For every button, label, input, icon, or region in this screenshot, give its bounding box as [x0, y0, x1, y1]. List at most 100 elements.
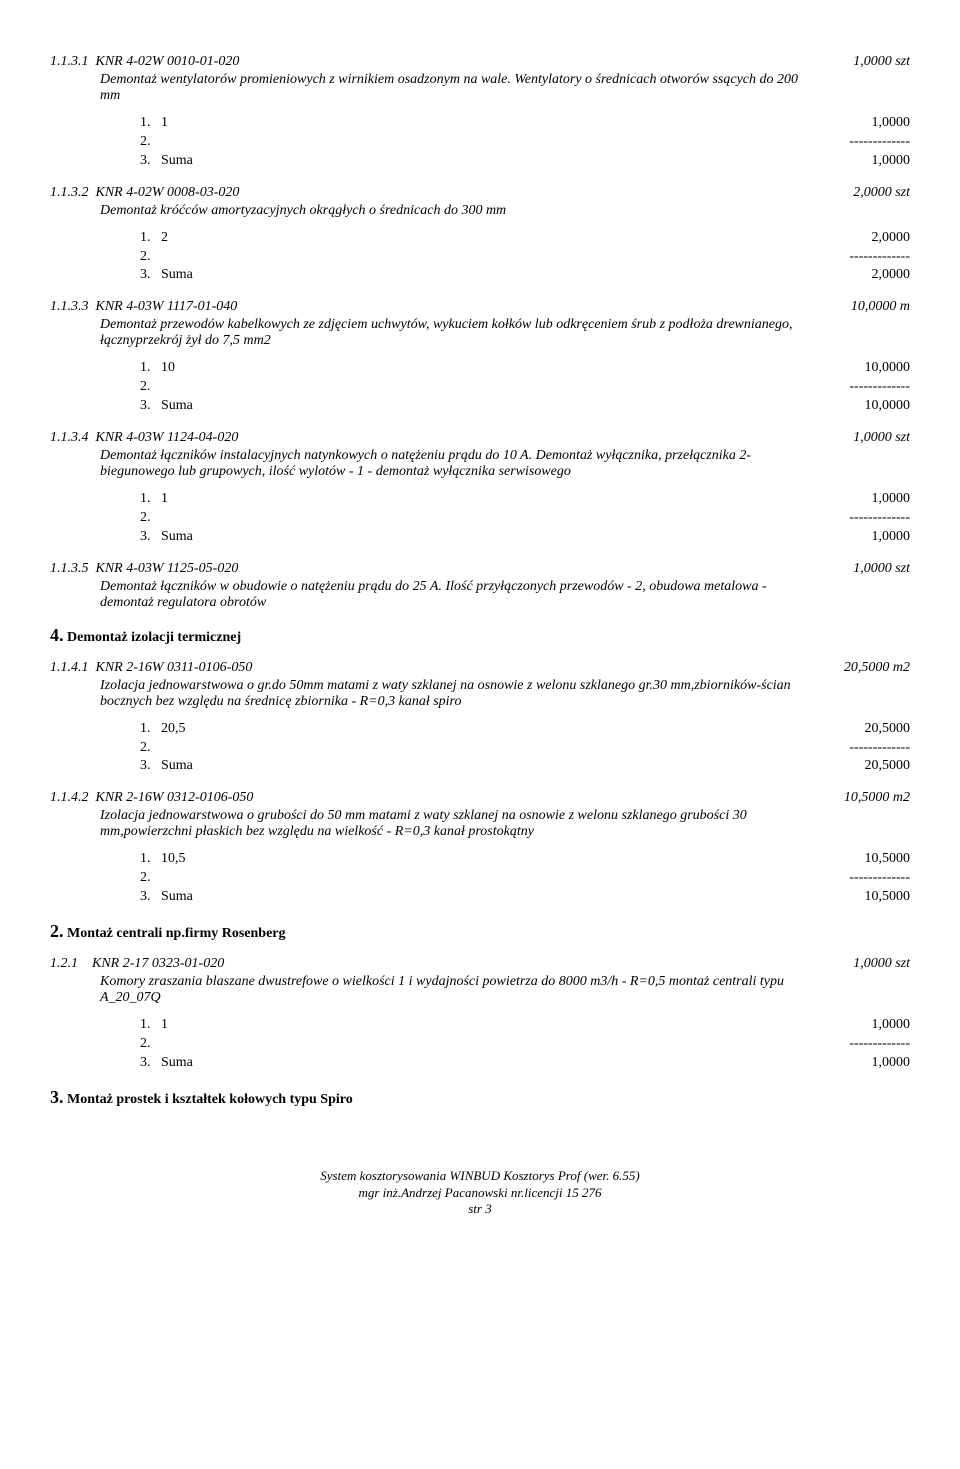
- item-code: 1.1.3.1 KNR 4-02W 0010-01-020: [50, 54, 239, 70]
- sub-list: 1. 10,510,5000 2.------------- 3. Suma10…: [140, 850, 910, 907]
- item-header: 1.1.3.1 KNR 4-02W 0010-01-020 1,0000 szt: [50, 54, 910, 70]
- item-qty: 2,0000 szt: [833, 185, 910, 201]
- sub-right: 1,0000: [872, 1016, 911, 1035]
- sub-row: 3. Suma10,0000: [140, 397, 910, 416]
- sub-list: 1. 2 2,0000 2. ------------- 3. Suma 2,0000: [140, 229, 910, 286]
- sub-list: 1. 11,0000 2. ------------- 3. Suma 1,0000: [140, 114, 910, 171]
- item-qty: 10,0000 m: [831, 299, 910, 315]
- sub-left: 2.: [140, 509, 151, 528]
- section-title: Montaż prostek i kształtek kołowych typu…: [64, 1092, 353, 1107]
- sub-right: -------------: [849, 739, 910, 758]
- item-header: 1.1.4.1 KNR 2-16W 0311-0106-050 20,5000 …: [50, 660, 910, 676]
- item-header: 1.1.3.2 KNR 4-02W 0008-03-020 2,0000 szt: [50, 185, 910, 201]
- sub-right: 2,0000: [872, 266, 911, 285]
- sub-right: -------------: [849, 248, 910, 267]
- item-code: 1.1.3.5 KNR 4-03W 1125-05-020: [50, 561, 238, 577]
- sub-row: 3. Suma 1,0000: [140, 1054, 910, 1073]
- sub-left: 2.: [140, 739, 151, 758]
- sub-right: 10,0000: [865, 359, 911, 378]
- sub-list: 1. 1 1,0000 2. ------------- 3. Suma 1,0000: [140, 490, 910, 547]
- item-desc: Demontaż wentylatorów promieniowych z wi…: [100, 72, 800, 104]
- sub-left: 2.: [140, 378, 151, 397]
- sub-row: 3. Suma10,5000: [140, 888, 910, 907]
- item-code: 1.1.3.2 KNR 4-02W 0008-03-020: [50, 185, 239, 201]
- sub-left: 3. Suma: [140, 266, 193, 285]
- item-block: 1.1.4.2 KNR 2-16W 0312-0106-050 10,5000 …: [50, 790, 910, 907]
- sub-left: 1. 1: [140, 1016, 168, 1035]
- item-desc: Demontaż króćców amortyzacyjnych okrągły…: [100, 203, 800, 219]
- item-code: 1.1.3.3 KNR 4-03W 1117-01-040: [50, 299, 237, 315]
- sub-row: 2. -------------: [140, 378, 910, 397]
- item-header: 1.1.3.3 KNR 4-03W 1117-01-040 10,0000 m: [50, 299, 910, 315]
- sub-left: 1. 10: [140, 359, 175, 378]
- sub-row: 1. 20,5 20,5000: [140, 720, 910, 739]
- sub-right: -------------: [849, 1035, 910, 1054]
- sub-right: 10,0000: [865, 397, 911, 416]
- item-block: 1.1.3.4 KNR 4-03W 1124-04-020 1,0000 szt…: [50, 430, 910, 547]
- sub-row: 1. 10 10,0000: [140, 359, 910, 378]
- sub-left: 1. 10,5: [140, 850, 186, 869]
- sub-left: 2.: [140, 1035, 151, 1054]
- sub-right: 20,5000: [865, 720, 911, 739]
- sub-left: 2.: [140, 248, 151, 267]
- sub-row: 1. 1 1,0000: [140, 490, 910, 509]
- item-qty: 1,0000 szt: [833, 54, 910, 70]
- item-block: 1.1.4.1 KNR 2-16W 0311-0106-050 20,5000 …: [50, 660, 910, 777]
- sub-row: 2. -------------: [140, 509, 910, 528]
- sub-left: 3. Suma: [140, 1054, 193, 1073]
- sub-right: 1,0000: [872, 528, 911, 547]
- item-header: 1.1.3.4 KNR 4-03W 1124-04-020 1,0000 szt: [50, 430, 910, 446]
- item-qty: 1,0000 szt: [833, 430, 910, 446]
- sub-row: 2. -------------: [140, 248, 910, 267]
- item-header: 1.1.3.5 KNR 4-03W 1125-05-020 1,0000 szt: [50, 561, 910, 577]
- item-code: 1.1.4.1 KNR 2-16W 0311-0106-050: [50, 660, 252, 676]
- sub-right: 20,5000: [865, 757, 911, 776]
- item-desc: Komory zraszania blaszane dwustrefowe o …: [100, 974, 800, 1006]
- sub-right: -------------: [849, 509, 910, 528]
- section-header-3: 3. Montaż prostek i kształtek kołowych t…: [50, 1087, 910, 1108]
- item-desc: Demontaż przewodów kabelkowych ze zdjęci…: [100, 317, 800, 349]
- sub-row: 2. -------------: [140, 133, 910, 152]
- item-desc: Izolacja jednowarstwowa o grubości do 50…: [100, 808, 800, 840]
- item-block: 1.2.1 KNR 2-17 0323-01-020 1,0000 szt Ko…: [50, 956, 910, 1073]
- sub-left: 3. Suma: [140, 528, 193, 547]
- item-code: 1.1.3.4 KNR 4-03W 1124-04-020: [50, 430, 238, 446]
- sub-left: 1. 20,5: [140, 720, 186, 739]
- sub-left: 1. 2: [140, 229, 168, 248]
- sub-list: 1. 10 10,0000 2. ------------- 3. Suma10,0…: [140, 359, 910, 416]
- item-code: 1.1.4.2 KNR 2-16W 0312-0106-050: [50, 790, 253, 806]
- page-footer: System kosztorysowania WINBUD Kosztorys …: [50, 1168, 910, 1219]
- sub-left: 3. Suma: [140, 757, 193, 776]
- section-number: 2.: [50, 921, 64, 941]
- sub-right: 1,0000: [872, 114, 911, 133]
- sub-right: -------------: [849, 378, 910, 397]
- sub-right: -------------: [849, 133, 910, 152]
- item-desc: Demontaż łączników w obudowie o natężeni…: [100, 579, 800, 611]
- sub-left: 3. Suma: [140, 888, 193, 907]
- sub-right: -------------: [849, 869, 910, 888]
- sub-row: 2. -------------: [140, 739, 910, 758]
- sub-right: 1,0000: [872, 152, 911, 171]
- item-block: 1.1.3.2 KNR 4-02W 0008-03-020 2,0000 szt…: [50, 185, 910, 286]
- item-block: 1.1.3.1 KNR 4-02W 0010-01-020 1,0000 szt…: [50, 54, 910, 171]
- item-qty: 10,5000 m2: [824, 790, 910, 806]
- section-title: Montaż centrali np.firmy Rosenberg: [64, 926, 286, 941]
- sub-row: 1. 11,0000: [140, 114, 910, 133]
- sub-left: 3. Suma: [140, 152, 193, 171]
- sub-left: 2.: [140, 133, 151, 152]
- sub-list: 1. 1 1,0000 2. ------------- 3. Suma 1,0000: [140, 1016, 910, 1073]
- item-qty: 20,5000 m2: [824, 660, 910, 676]
- sub-row: 1. 1 1,0000: [140, 1016, 910, 1035]
- item-block: 1.1.3.5 KNR 4-03W 1125-05-020 1,0000 szt…: [50, 561, 910, 611]
- sub-row: 1. 2 2,0000: [140, 229, 910, 248]
- sub-row: 3. Suma 1,0000: [140, 528, 910, 547]
- item-desc: Demontaż łączników instalacyjnych natynk…: [100, 448, 800, 480]
- sub-row: 3. Suma 1,0000: [140, 152, 910, 171]
- sub-left: 1. 1: [140, 490, 168, 509]
- sub-right: 2,0000: [872, 229, 911, 248]
- sub-right: 10,5000: [865, 850, 911, 869]
- sub-right: 1,0000: [872, 490, 911, 509]
- item-desc: Izolacja jednowarstwowa o gr.do 50mm mat…: [100, 678, 800, 710]
- sub-right: 1,0000: [872, 1054, 911, 1073]
- sub-row: 3. Suma 20,5000: [140, 757, 910, 776]
